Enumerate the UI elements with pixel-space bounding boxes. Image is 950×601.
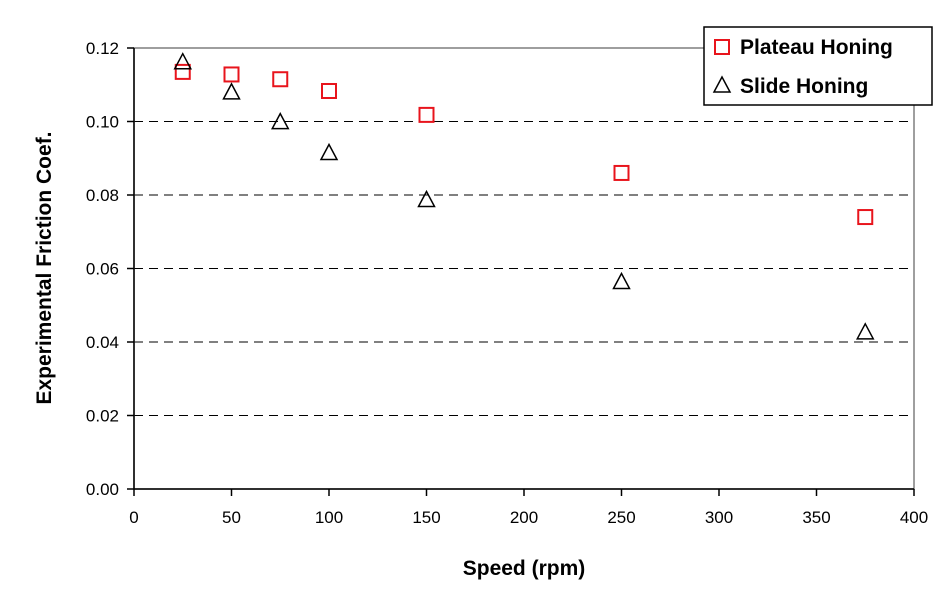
slide-honing-point-6 bbox=[856, 322, 875, 340]
axis-ticks: 0.00 0.02 0.04 0.06 0.08 0.10 0.12 0 50 100 150 200… bbox=[86, 39, 928, 527]
gridlines bbox=[134, 121, 914, 416]
legend-marker-plateau-honing bbox=[714, 39, 730, 55]
x-tick-label-5: 250 bbox=[607, 508, 635, 527]
legend-marker-slide-honing bbox=[712, 75, 732, 93]
plateau-honing-point-6 bbox=[857, 209, 874, 226]
y-axis-title: Experimental Friction Coef. bbox=[33, 131, 56, 404]
slide-honing-point-0 bbox=[173, 52, 193, 70]
y-tick-label-2: 0.04 bbox=[86, 333, 119, 352]
slide-honing-point-2 bbox=[270, 112, 290, 130]
plateau-honing-point-5 bbox=[613, 164, 630, 181]
slide-honing-point-4 bbox=[417, 189, 436, 208]
plateau-honing-point-1 bbox=[223, 66, 240, 83]
plateau-honing-point-4 bbox=[418, 106, 435, 123]
plateau-honing-point-2 bbox=[272, 71, 289, 88]
x-tick-label-8: 400 bbox=[900, 508, 928, 527]
y-tick-label-6: 0.12 bbox=[86, 39, 119, 58]
y-tick-label-3: 0.06 bbox=[86, 260, 119, 279]
x-tick-label-7: 350 bbox=[802, 508, 830, 527]
legend-box bbox=[703, 26, 933, 106]
x-tick-label-4: 200 bbox=[510, 508, 538, 527]
legend-label-slide-honing: Slide Honing bbox=[740, 75, 868, 98]
x-tick-label-6: 300 bbox=[705, 508, 733, 527]
data-points bbox=[173, 52, 875, 340]
plateau-honing-point-3 bbox=[321, 82, 337, 99]
x-axis-title: Speed (rpm) bbox=[463, 557, 586, 580]
legend-label-plateau-honing: Plateau Honing bbox=[740, 36, 893, 59]
plateau-honing-point-0 bbox=[174, 63, 191, 80]
x-tick-label-2: 100 bbox=[315, 508, 343, 527]
slide-honing-point-1 bbox=[222, 82, 241, 100]
legend: Plateau Honing Slide Honing bbox=[703, 26, 933, 106]
x-tick-label-0: 0 bbox=[129, 508, 138, 527]
x-tick-label-3: 150 bbox=[412, 508, 440, 527]
y-tick-label-5: 0.10 bbox=[86, 113, 119, 132]
y-tick-label-0: 0.00 bbox=[86, 480, 119, 499]
x-tick-label-1: 50 bbox=[222, 508, 241, 527]
y-tick-label-1: 0.02 bbox=[86, 407, 119, 426]
y-tick-label-4: 0.08 bbox=[86, 186, 119, 205]
slide-honing-point-5 bbox=[612, 271, 631, 290]
slide-honing-point-3 bbox=[319, 142, 339, 161]
